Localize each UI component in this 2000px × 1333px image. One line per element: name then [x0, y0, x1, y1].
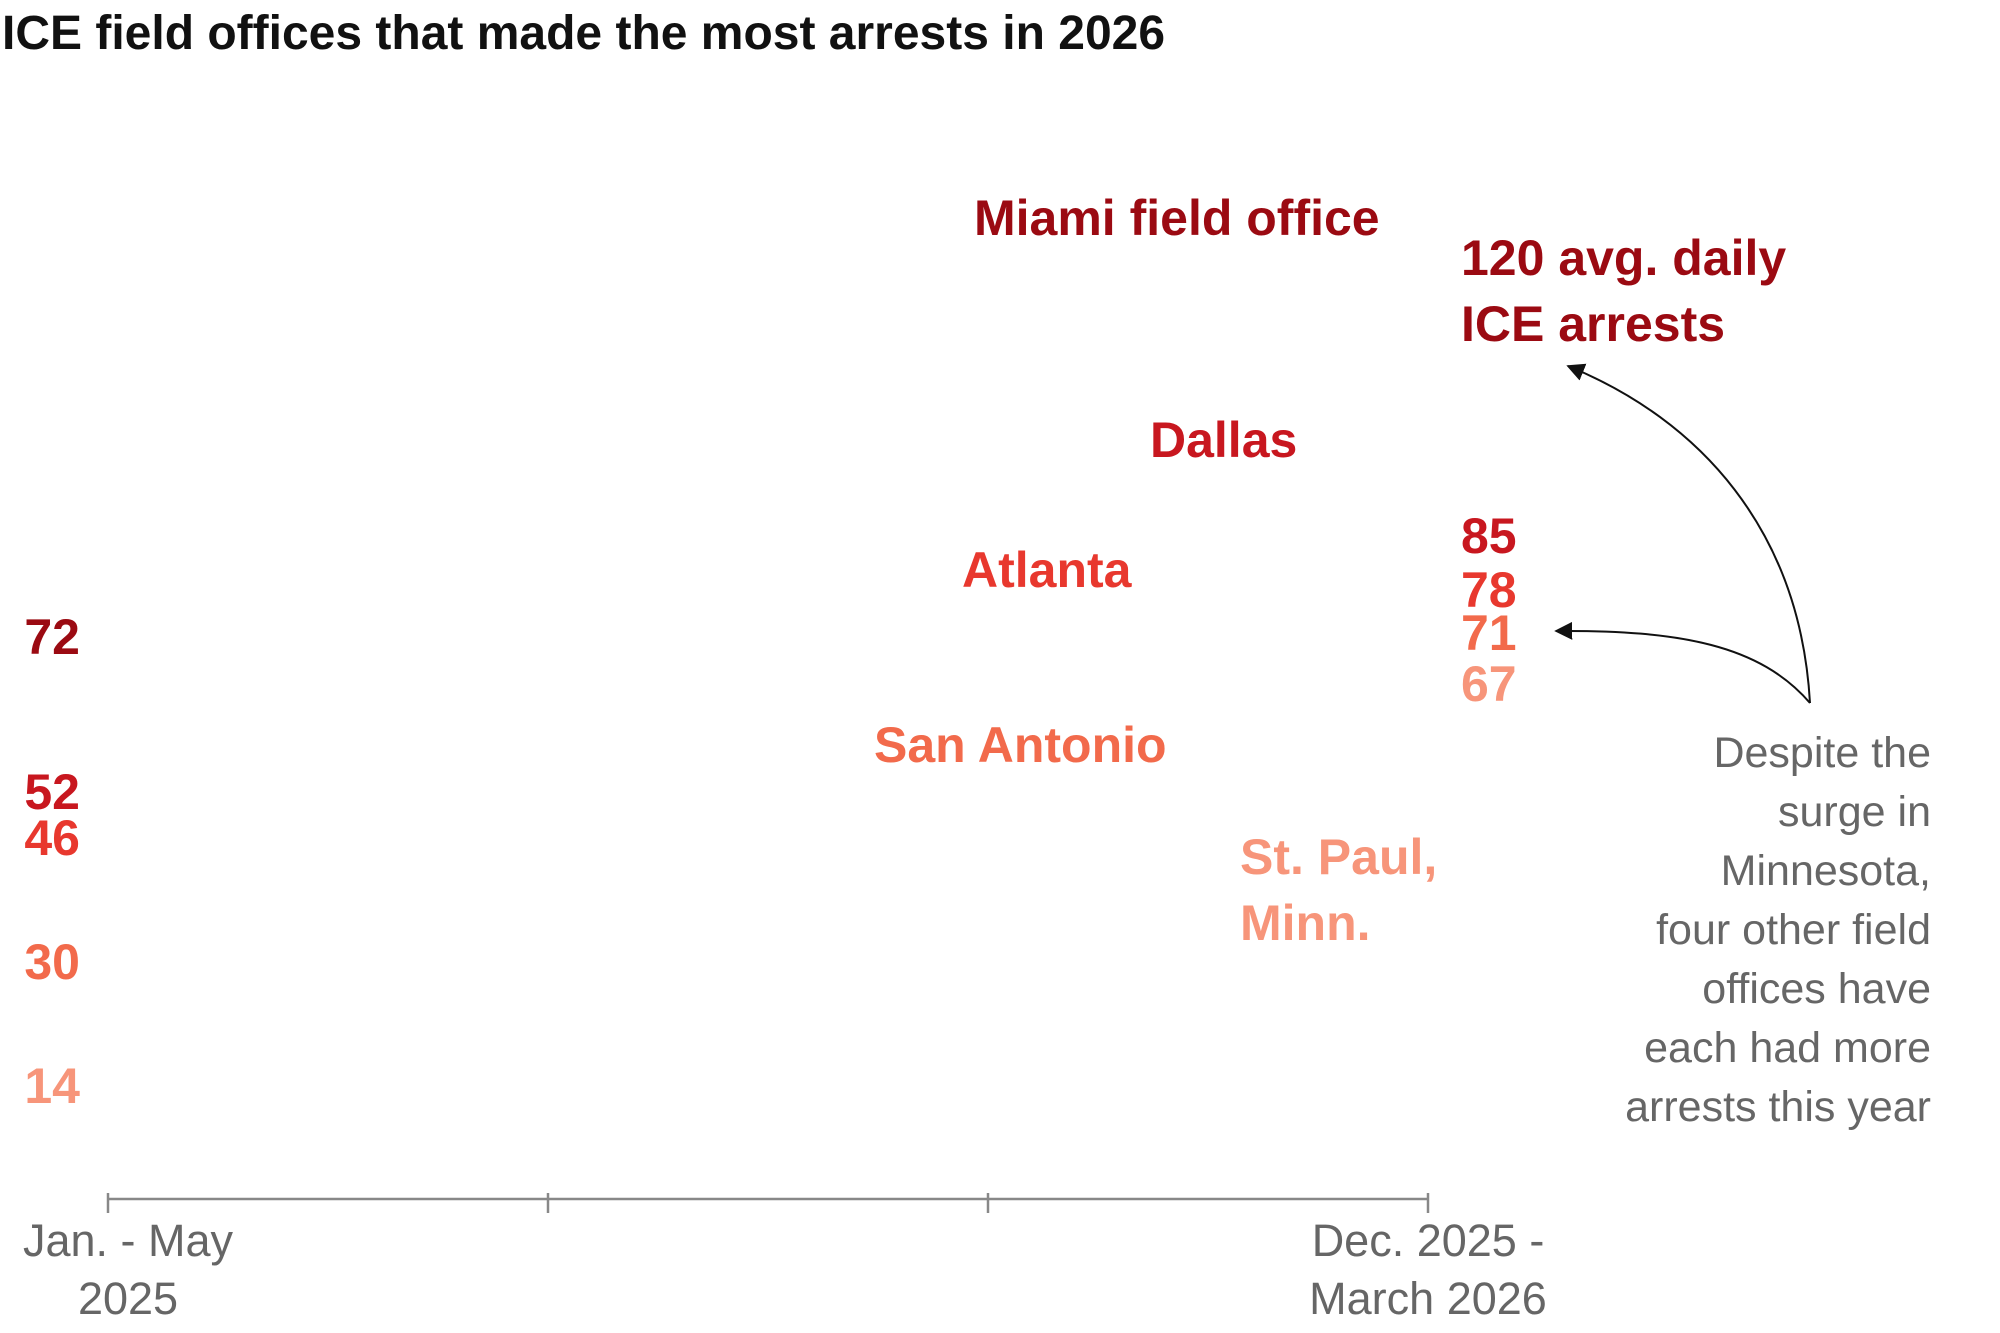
start-value-label: 72 — [24, 608, 80, 665]
start-value-label: 14 — [24, 1057, 80, 1114]
series-label: Miami field office — [974, 190, 1380, 246]
end-value-label: 71 — [1461, 604, 1517, 661]
series-label: St. Paul, Minn. — [1240, 829, 1438, 951]
annotation-line: offices have — [1702, 965, 1931, 1013]
end-value-label: 78 — [1461, 562, 1517, 619]
annotation-line: each had more — [1644, 1024, 1931, 1072]
chart-title: ICE field offices that made the most arr… — [2, 7, 1166, 60]
annotation-line: arrests this year — [1625, 1083, 1931, 1131]
x-tick-label: Dec. 2025 - March 2026 — [1309, 1215, 1547, 1324]
end-value-label: 85 — [1461, 508, 1517, 565]
annotation-line: four other field — [1656, 906, 1931, 954]
series-label: Dallas — [1150, 412, 1298, 468]
annotation-arrow — [1554, 621, 1811, 704]
annotation-line: Despite the — [1713, 729, 1931, 777]
start-value-label: 46 — [24, 810, 80, 867]
start-value-label: 30 — [24, 933, 80, 990]
end-value-label: 120 avg. daily ICE arrests — [1461, 230, 1787, 353]
annotation-line: Minnesota, — [1720, 847, 1931, 895]
annotation-arrow — [1566, 363, 1811, 704]
end-value-label: 67 — [1461, 655, 1517, 712]
annotation-line: surge in — [1778, 788, 1931, 836]
start-value-label: 52 — [24, 763, 80, 820]
series-label: Atlanta — [962, 542, 1132, 598]
series-label: San Antonio — [874, 717, 1167, 773]
x-tick-label: Jan. - May 2025 — [22, 1215, 234, 1324]
